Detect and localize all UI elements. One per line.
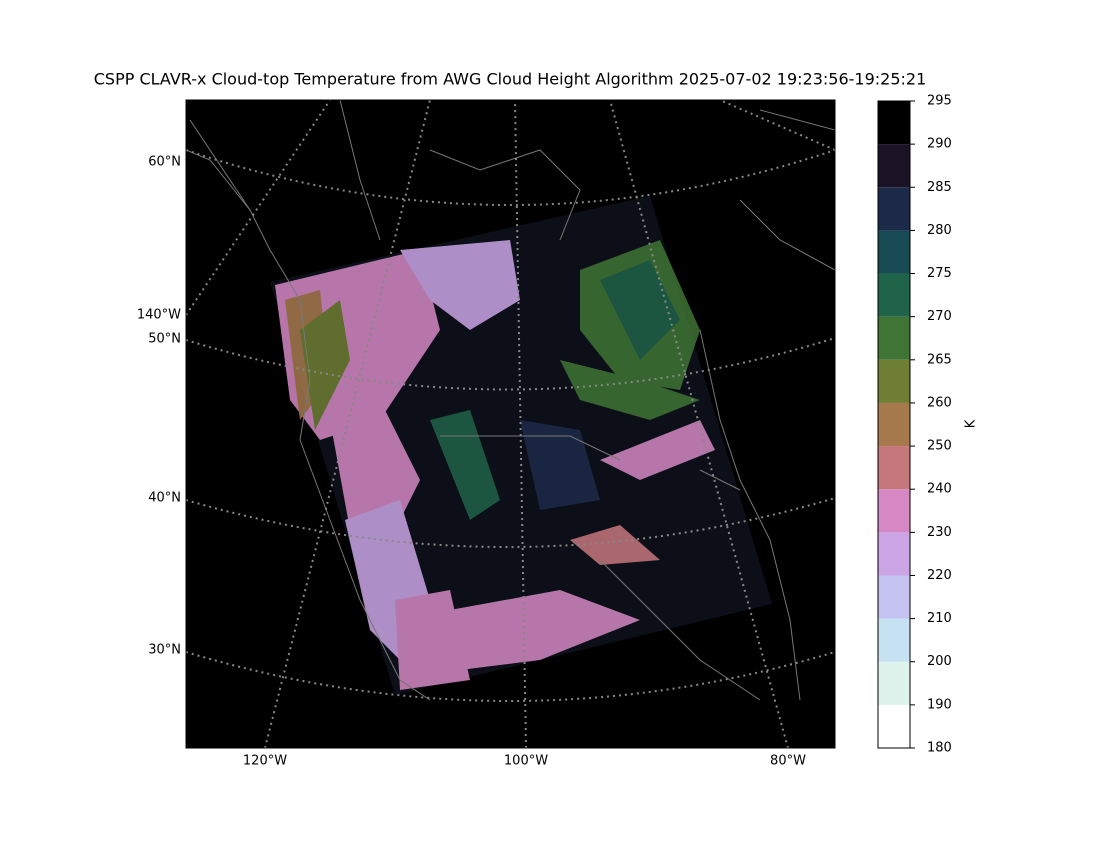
colorbar-segment bbox=[878, 446, 910, 490]
colorbar-label: K bbox=[964, 419, 979, 428]
colorbar-frame bbox=[877, 100, 911, 749]
colorbar-tick-label: 280 bbox=[927, 223, 952, 238]
colorbar-segment bbox=[878, 316, 910, 360]
lon-label: 100°W bbox=[504, 754, 548, 769]
colorbar-tick-label: 200 bbox=[927, 654, 952, 669]
colorbar-tick-label: 190 bbox=[927, 697, 952, 712]
colorbar-segment bbox=[878, 273, 910, 317]
lat-label: 40°N bbox=[148, 491, 181, 506]
colorbar-tick-label: 240 bbox=[927, 482, 952, 497]
title: CSPP CLAVR-x Cloud-top Temperature from … bbox=[94, 70, 927, 89]
lon-label: 140°W bbox=[137, 308, 181, 323]
colorbar-tick-label: 295 bbox=[927, 94, 952, 109]
colorbar-tick-label: 230 bbox=[927, 525, 952, 540]
colorbar-segment bbox=[878, 187, 910, 231]
colorbar-segment bbox=[878, 489, 910, 533]
colorbar-segment bbox=[878, 359, 910, 403]
colorbar-tick-label: 275 bbox=[927, 266, 952, 281]
colorbar-tick-label: 180 bbox=[927, 741, 952, 756]
colorbar-tick-label: 220 bbox=[927, 568, 952, 583]
colorbar-segment bbox=[878, 618, 910, 662]
colorbar-segment bbox=[878, 230, 910, 274]
colorbar-tick-label: 260 bbox=[927, 395, 952, 410]
colorbar-tick-label: 290 bbox=[927, 137, 952, 152]
cloud-patches bbox=[275, 240, 715, 690]
colorbar-segment bbox=[878, 661, 910, 705]
lat-label: 60°N bbox=[148, 155, 181, 170]
map-frame bbox=[185, 99, 836, 749]
colorbar-tick-label: 270 bbox=[927, 309, 952, 324]
map-content bbox=[186, 100, 835, 748]
colorbar-segment bbox=[878, 144, 910, 188]
lat-label: 50°N bbox=[148, 332, 181, 347]
colorbar-tick-label: 210 bbox=[927, 611, 952, 626]
colorbar-segment bbox=[878, 402, 910, 447]
lon-label: 80°W bbox=[770, 754, 806, 769]
colorbar-tick-label: 250 bbox=[927, 439, 952, 454]
colorbar-segment bbox=[878, 532, 910, 576]
colorbar bbox=[878, 101, 910, 748]
lat-label: 30°N bbox=[148, 643, 181, 658]
lon-label: 120°W bbox=[243, 754, 287, 769]
colorbar-segment bbox=[878, 704, 910, 748]
colorbar-segment bbox=[878, 575, 910, 619]
colorbar-tick-label: 265 bbox=[927, 352, 952, 367]
colorbar-tick-label: 285 bbox=[927, 180, 952, 195]
colorbar-segment bbox=[878, 101, 910, 145]
